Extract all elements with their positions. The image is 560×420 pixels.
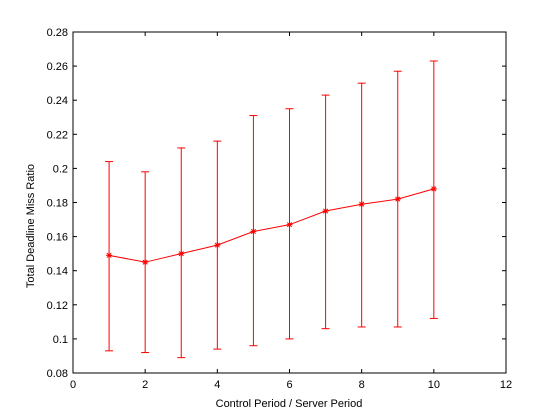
data-point-marker — [322, 208, 329, 215]
data-point-marker — [250, 228, 257, 235]
data-point-marker — [106, 252, 113, 259]
data-point-marker — [394, 196, 401, 203]
data-point-marker — [142, 259, 149, 266]
y-tick-label: 0.12 — [47, 300, 68, 312]
data-point-marker — [286, 221, 293, 228]
x-tick-label: 2 — [142, 379, 148, 391]
x-tick-label: 4 — [214, 379, 220, 391]
plot-area: 0 2 4 6 8 10 12 0.08 0.1 0.12 0.14 0.16 0.18 0.2 0.22 0… — [47, 27, 513, 391]
series-line — [108, 188, 434, 263]
y-tick-label: 0.22 — [47, 129, 68, 141]
data-point-marker — [430, 185, 437, 192]
data-point-marker — [178, 250, 185, 257]
x-tick-label: 8 — [359, 379, 365, 391]
x-axis-label: Control Period / Server Period — [216, 398, 363, 410]
data-point-marker — [358, 201, 365, 208]
y-tick-label: 0.1 — [53, 334, 68, 346]
y-tick-label: 0.08 — [47, 368, 68, 380]
y-tick-label: 0.26 — [47, 61, 68, 73]
x-tick-label: 6 — [286, 379, 292, 391]
y-tick-label: 0.28 — [47, 27, 68, 39]
x-tick-label: 12 — [500, 379, 512, 391]
x-tick-label: 10 — [428, 379, 440, 391]
y-tick-label: 0.16 — [47, 232, 68, 244]
y-tick-label: 0.24 — [47, 95, 68, 107]
y-axis-label: Total Deadline Miss Ratio — [25, 164, 37, 288]
data-point-marker — [214, 242, 221, 249]
x-tick-label: 0 — [70, 379, 76, 391]
y-tick-label: 0.14 — [47, 266, 68, 278]
y-tick-label: 0.2 — [53, 163, 68, 175]
y-tick-label: 0.18 — [47, 198, 68, 210]
